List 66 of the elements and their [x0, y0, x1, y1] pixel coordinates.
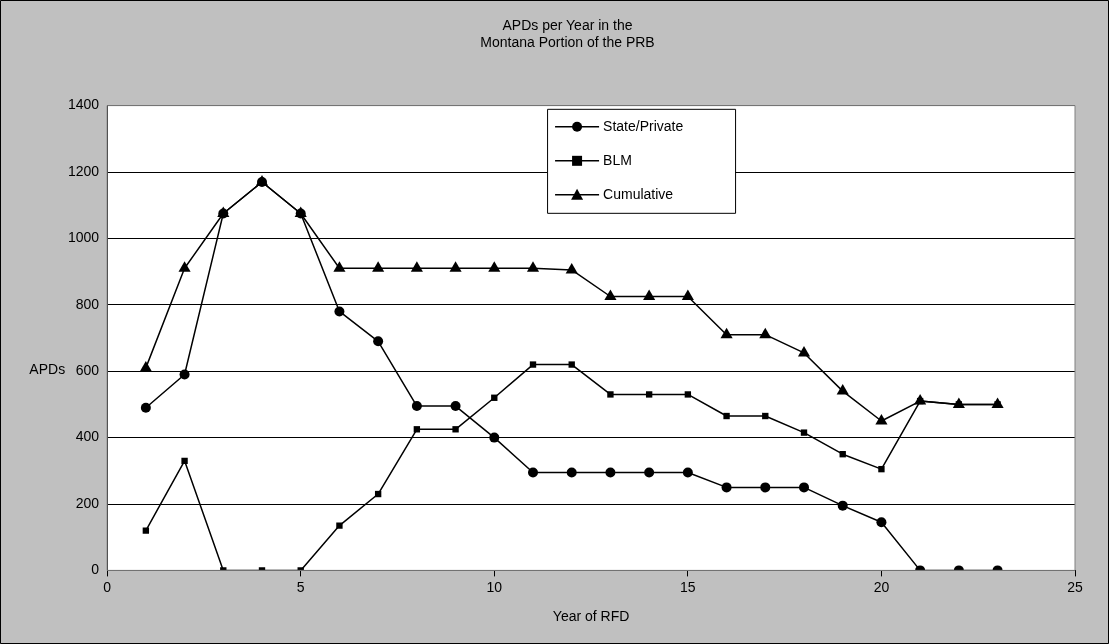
chart-title: APDs per Year in the Montana Portion of the PRB [480, 17, 655, 51]
y-tick-label: 1200 [67, 162, 100, 179]
point [139, 360, 152, 372]
point [720, 327, 733, 339]
y-tick-label: 1400 [67, 96, 100, 113]
y-tick-label: 0 [91, 561, 100, 578]
point [488, 261, 501, 272]
point [336, 522, 343, 529]
point [565, 262, 578, 274]
point [800, 429, 808, 436]
point [410, 261, 423, 272]
point [643, 289, 656, 300]
x-tick-label: 10 [486, 578, 503, 595]
point [681, 289, 694, 300]
point [178, 261, 191, 272]
point [566, 467, 577, 478]
point [605, 467, 616, 478]
point [644, 467, 655, 478]
point [450, 401, 461, 412]
point [179, 369, 190, 380]
point [140, 402, 151, 413]
point [372, 261, 385, 272]
y-tick-label: 400 [75, 428, 100, 445]
point [878, 465, 885, 473]
point [721, 482, 732, 493]
point [760, 482, 771, 493]
x-tick-label: 0 [103, 578, 112, 595]
point [723, 412, 730, 420]
point [682, 467, 693, 478]
legend-label: State/Private [603, 117, 684, 134]
point [142, 527, 150, 534]
legend-label: Cumulative [603, 185, 674, 202]
point [452, 426, 459, 433]
point [181, 457, 188, 465]
point [449, 261, 462, 272]
point [876, 517, 887, 528]
legend-label: BLM [603, 151, 632, 168]
point [604, 289, 617, 300]
point [759, 327, 772, 339]
point [684, 391, 692, 398]
point [875, 414, 888, 425]
x-tick-label: 5 [296, 578, 305, 595]
point [799, 482, 809, 493]
point [797, 345, 811, 357]
point [837, 500, 848, 511]
point [526, 261, 540, 272]
y-tick-label: 1000 [67, 229, 100, 246]
point [411, 401, 422, 412]
x-tick-label: 25 [1067, 578, 1083, 595]
point [836, 384, 849, 395]
y-tick-label: 800 [75, 295, 100, 312]
point [333, 261, 346, 272]
y-axis-title: APDs [29, 361, 66, 378]
y-tick-label: 200 [75, 494, 100, 511]
x-tick-label: 15 [680, 578, 696, 595]
x-axis-title: Year of RFD [552, 608, 630, 625]
y-tick-label: 600 [75, 362, 100, 379]
point [645, 391, 653, 398]
x-tick-label: 20 [873, 578, 890, 595]
point [334, 306, 345, 317]
point [529, 361, 537, 368]
point [489, 432, 500, 443]
point [607, 391, 614, 398]
point [568, 361, 575, 368]
point [528, 467, 538, 478]
point [373, 336, 384, 347]
